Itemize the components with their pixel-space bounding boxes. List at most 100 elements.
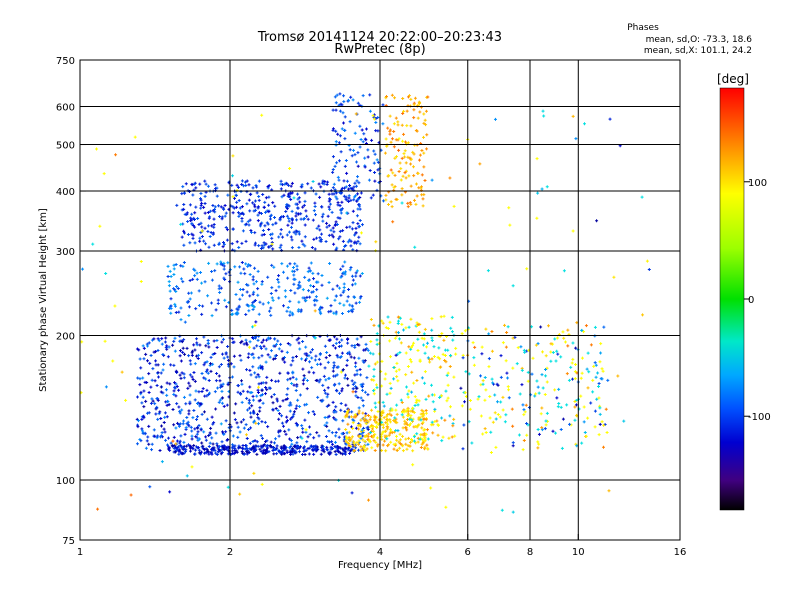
data-point <box>199 197 203 201</box>
data-point <box>169 363 173 367</box>
data-point <box>291 447 295 451</box>
data-point <box>315 431 319 435</box>
data-point <box>269 291 273 295</box>
data-point <box>269 313 273 317</box>
data-point <box>172 363 176 367</box>
data-point <box>257 179 261 183</box>
data-point <box>238 265 242 269</box>
data-point <box>239 190 243 194</box>
data-point <box>188 278 192 282</box>
data-point <box>410 418 414 422</box>
data-point <box>174 426 178 430</box>
data-point <box>205 417 209 421</box>
data-point <box>360 223 364 227</box>
data-point <box>255 440 259 444</box>
data-point <box>288 377 292 381</box>
data-point <box>645 259 649 263</box>
data-point <box>425 443 429 447</box>
data-point <box>359 373 363 377</box>
data-point <box>553 337 557 341</box>
data-point <box>436 423 440 427</box>
data-point <box>418 153 422 157</box>
data-point <box>172 339 176 343</box>
data-point <box>417 330 421 334</box>
data-point <box>426 447 430 451</box>
data-point <box>240 179 244 183</box>
data-point <box>350 304 354 308</box>
data-point <box>369 318 373 322</box>
data-point <box>397 368 401 372</box>
data-point <box>422 165 426 169</box>
data-point <box>174 442 178 446</box>
y-tick-label: 300 <box>56 247 75 258</box>
data-point <box>366 348 370 352</box>
data-point <box>256 213 260 217</box>
data-point <box>380 432 384 436</box>
data-point <box>276 379 280 383</box>
data-point <box>149 354 153 358</box>
data-point <box>442 314 446 318</box>
data-point <box>461 447 465 451</box>
data-point <box>589 343 593 347</box>
data-point <box>602 423 606 427</box>
data-point <box>349 265 353 269</box>
data-point <box>179 359 183 363</box>
data-point <box>384 198 388 202</box>
data-point <box>348 148 352 152</box>
data-point <box>160 431 164 435</box>
data-point <box>600 367 604 371</box>
data-point <box>287 216 291 220</box>
data-point <box>256 416 260 420</box>
data-point <box>354 365 358 369</box>
data-point <box>188 203 192 207</box>
data-point <box>260 340 264 344</box>
data-point <box>416 403 420 407</box>
data-point <box>408 417 412 421</box>
data-point <box>290 450 294 454</box>
data-point <box>238 492 242 496</box>
data-point <box>285 415 289 419</box>
data-point <box>350 435 354 439</box>
data-point <box>332 364 336 368</box>
data-point <box>503 323 507 327</box>
data-point <box>350 410 354 414</box>
data-point <box>394 197 398 201</box>
data-point <box>167 403 171 407</box>
data-point <box>369 196 373 200</box>
data-point <box>138 377 142 381</box>
data-point <box>242 267 246 271</box>
data-point <box>395 412 399 416</box>
data-point <box>335 337 339 341</box>
data-point <box>381 423 385 427</box>
data-point <box>363 359 367 363</box>
data-point <box>292 269 296 273</box>
data-point <box>359 383 363 387</box>
data-point <box>340 127 344 131</box>
data-point <box>347 430 351 434</box>
data-point <box>314 379 318 383</box>
data-point <box>352 440 356 444</box>
data-point <box>405 109 409 113</box>
data-point <box>322 450 326 454</box>
data-point <box>544 374 548 378</box>
data-point <box>241 444 245 448</box>
data-point <box>525 422 529 426</box>
data-point <box>336 216 340 220</box>
data-point <box>412 341 416 345</box>
data-point <box>247 198 251 202</box>
data-point <box>219 286 223 290</box>
data-point <box>182 446 186 450</box>
data-point <box>589 401 593 405</box>
data-point <box>606 378 610 382</box>
data-point <box>318 236 322 240</box>
data-point <box>279 182 283 186</box>
data-point <box>199 198 203 202</box>
data-point <box>430 338 434 342</box>
data-point <box>192 370 196 374</box>
data-point <box>413 245 417 249</box>
data-point <box>191 378 195 382</box>
data-point <box>356 151 360 155</box>
data-point <box>422 121 426 125</box>
data-point <box>271 357 275 361</box>
data-point <box>349 198 353 202</box>
